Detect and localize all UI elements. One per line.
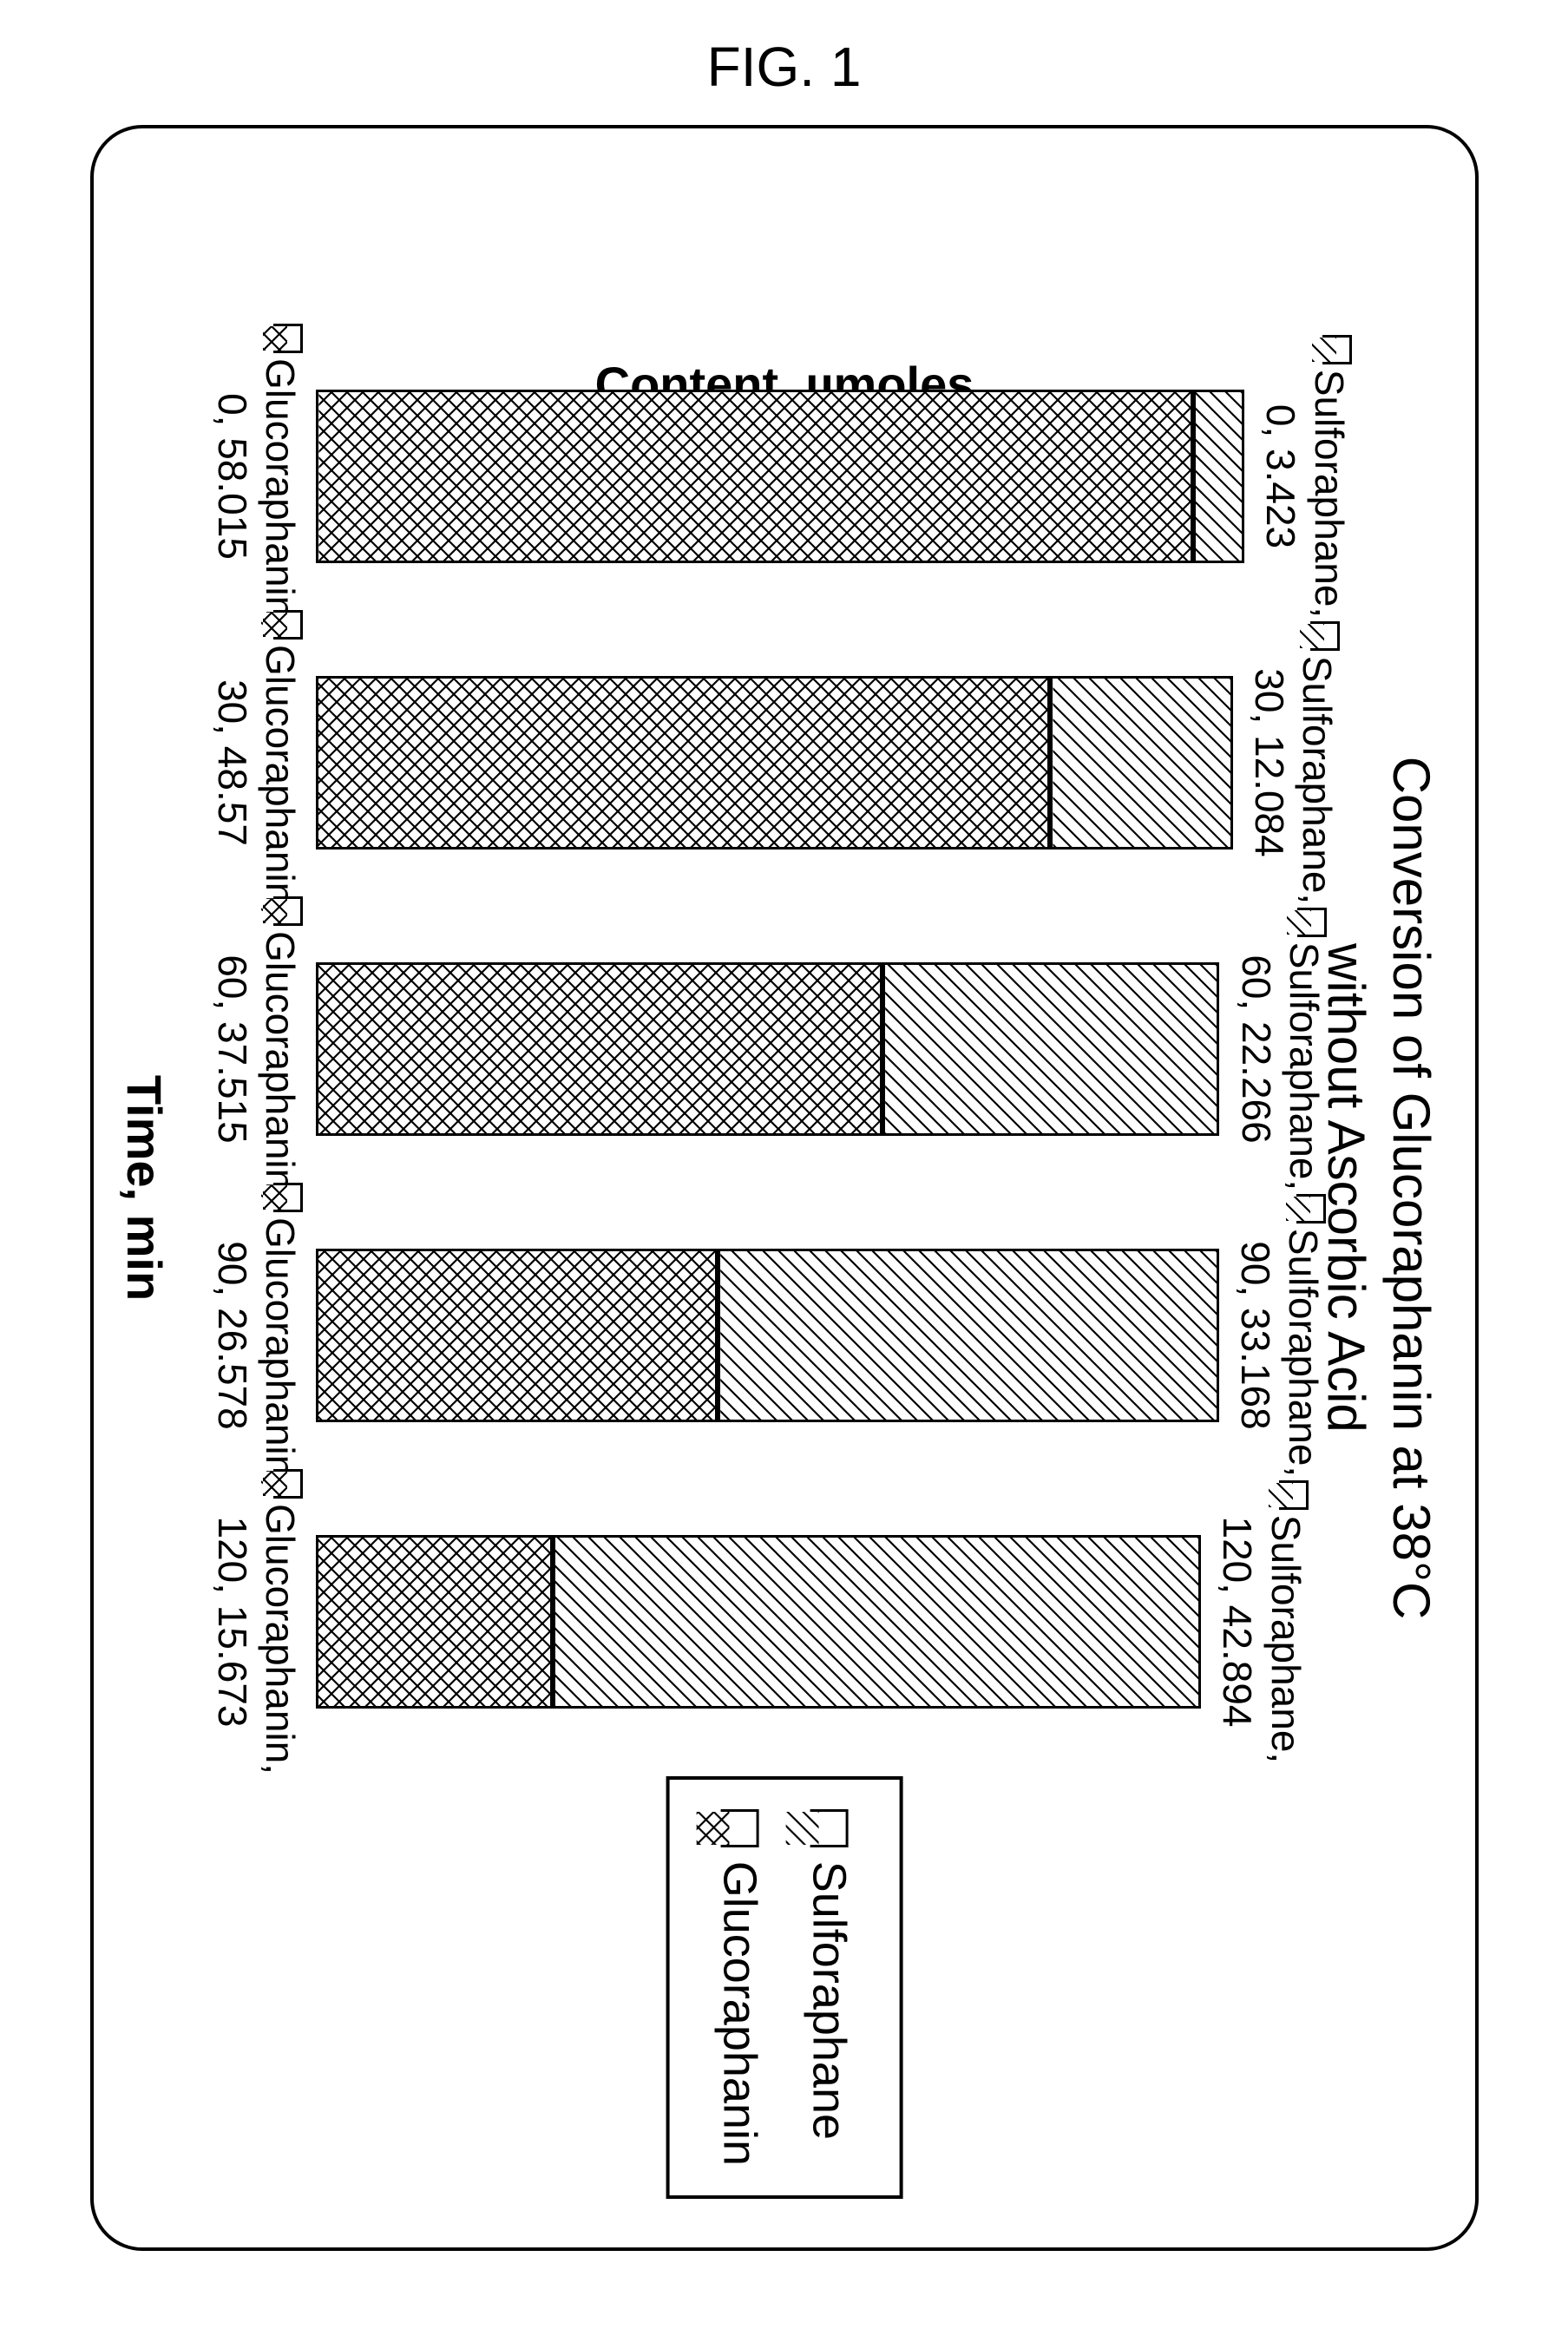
swatch-icon (273, 1469, 303, 1499)
bar-label-top: Sulforaphane,30, 12.084 (1244, 607, 1340, 919)
figure-label: FIG. 1 (707, 35, 862, 99)
legend-item-glucoraphanin: Glucoraphanin (695, 1809, 784, 2166)
swatch-icon (273, 896, 303, 926)
bar-segment-sulforaphane (553, 1535, 1201, 1709)
swatch-icon (273, 1183, 303, 1212)
bar-label-top: Sulforaphane,0, 3.423 (1256, 320, 1352, 633)
bar-label-top: Sulforaphane,90, 33.168 (1230, 1179, 1326, 1492)
swatch-icon (1278, 1480, 1308, 1510)
plot-area: Sulforaphane,0, 3.423Glucoraphanin,0, 58… (316, 342, 1253, 1756)
bar-group: Sulforaphane,90, 33.168Glucoraphanin,90,… (316, 1249, 1219, 1422)
swatch-icon (1322, 335, 1351, 364)
bar-label-bottom: Glucoraphanin,90, 26.578 (207, 1179, 303, 1492)
swatch-icon (1296, 908, 1326, 937)
figure-container: FIG. 1 Conversion of Glucoraphanin at 38… (35, 35, 1533, 2307)
swatch-icon (1309, 621, 1339, 651)
legend-label: Sulforaphane (784, 1861, 874, 2140)
bar-label-bottom: Glucoraphanin,60, 37.515 (207, 893, 303, 1205)
swatch-icon (273, 610, 303, 640)
bar-segment-glucoraphanin (316, 1249, 718, 1422)
bar-group: Sulforaphane,120, 42.894Glucoraphanin,12… (316, 1535, 1201, 1709)
swatch-icon (1296, 1194, 1326, 1223)
x-axis-label: Time, min (116, 1075, 173, 1301)
bar-label-bottom: Glucoraphanin,120, 15.673 (207, 1466, 303, 1778)
bar-label-top: Sulforaphane,60, 22.266 (1231, 893, 1327, 1205)
bar-label-top: Sulforaphane,120, 42.894 (1213, 1466, 1309, 1778)
chart-panel: Conversion of Glucoraphanin at 38°C with… (90, 125, 1479, 2251)
bar-segment-sulforaphane (1050, 676, 1232, 850)
legend-swatch-sulforaphane (810, 1809, 848, 1847)
bar-segment-sulforaphane (717, 1249, 1218, 1422)
bar-segment-sulforaphane (1192, 390, 1244, 563)
chart-rotator: Conversion of Glucoraphanin at 38°C with… (90, 125, 1479, 2251)
bar-segment-sulforaphane (882, 962, 1219, 1136)
legend-label: Glucoraphanin (695, 1861, 784, 2166)
bar-group: Sulforaphane,30, 12.084Glucoraphanin,30,… (316, 676, 1233, 850)
bar-label-bottom: Glucoraphanin,30, 48.57 (207, 607, 303, 919)
bar-label-bottom: Glucoraphanin,0, 58.015 (207, 320, 303, 633)
bar-segment-glucoraphanin (316, 1535, 553, 1709)
bar-segment-glucoraphanin (316, 676, 1050, 850)
legend: Sulforaphane Glucoraphanin (666, 1776, 902, 2199)
swatch-icon (273, 324, 303, 353)
legend-swatch-glucoraphanin (720, 1809, 758, 1847)
bar-segment-glucoraphanin (316, 390, 1193, 563)
bar-group: Sulforaphane,60, 22.266Glucoraphanin,60,… (316, 962, 1219, 1136)
bar-group: Sulforaphane,0, 3.423Glucoraphanin,0, 58… (316, 390, 1244, 563)
legend-item-sulforaphane: Sulforaphane (784, 1809, 874, 2166)
bar-segment-glucoraphanin (316, 962, 882, 1136)
